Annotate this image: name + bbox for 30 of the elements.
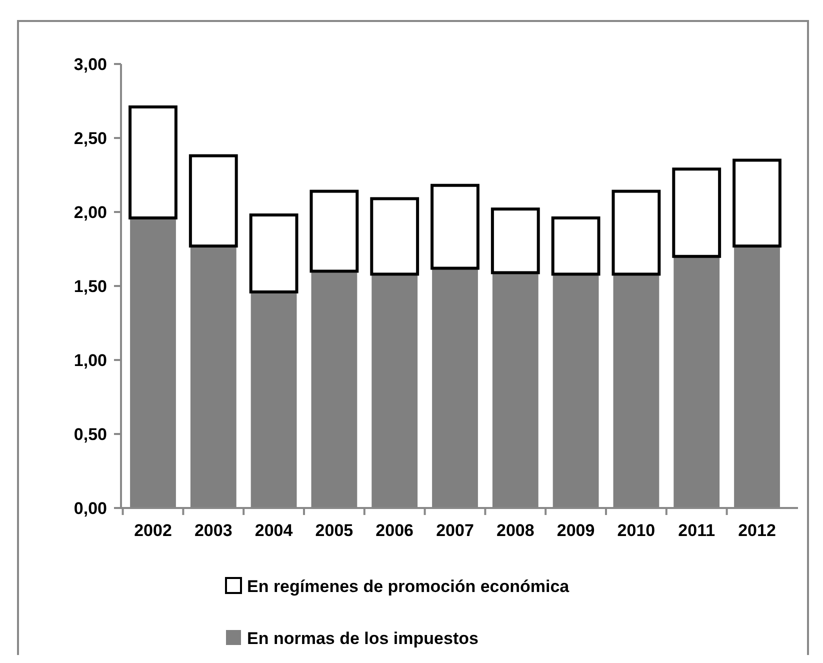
y-tick-label: 2,50 bbox=[74, 128, 107, 148]
x-tick-label: 2008 bbox=[496, 521, 534, 540]
legend-label: En regímenes de promoción económica bbox=[247, 576, 570, 596]
y-tick-label: 3,00 bbox=[74, 54, 107, 74]
x-tick-label: 2010 bbox=[617, 521, 656, 540]
x-tick-label: 2009 bbox=[556, 521, 595, 540]
x-tick-label: 2004 bbox=[254, 521, 294, 540]
x-tick-label: 2007 bbox=[436, 521, 474, 540]
bar bbox=[732, 158, 782, 248]
x-tick-label: 2011 bbox=[678, 521, 716, 540]
bar bbox=[370, 197, 420, 276]
bar bbox=[188, 154, 238, 248]
y-tick-label: 1,00 bbox=[74, 350, 107, 370]
x-tick-label: 2003 bbox=[194, 521, 232, 540]
y-tick-label: 0,00 bbox=[74, 498, 107, 518]
bar bbox=[490, 208, 540, 274]
bar bbox=[249, 213, 298, 294]
bar bbox=[551, 216, 600, 276]
bar bbox=[310, 190, 359, 273]
bar bbox=[612, 190, 661, 276]
bar bbox=[430, 184, 480, 270]
y-tick-label: 2,00 bbox=[74, 202, 107, 222]
x-tick-label: 2002 bbox=[134, 521, 172, 540]
y-tick-label: 0,50 bbox=[74, 424, 107, 444]
bar bbox=[672, 168, 722, 258]
y-tick-label: 1,50 bbox=[74, 276, 107, 296]
x-tick-label: 2012 bbox=[738, 521, 776, 540]
x-tick-label: 2006 bbox=[376, 521, 414, 540]
legend-label: En normas de los impuestos bbox=[247, 628, 478, 648]
x-tick-label: 2005 bbox=[315, 521, 354, 540]
